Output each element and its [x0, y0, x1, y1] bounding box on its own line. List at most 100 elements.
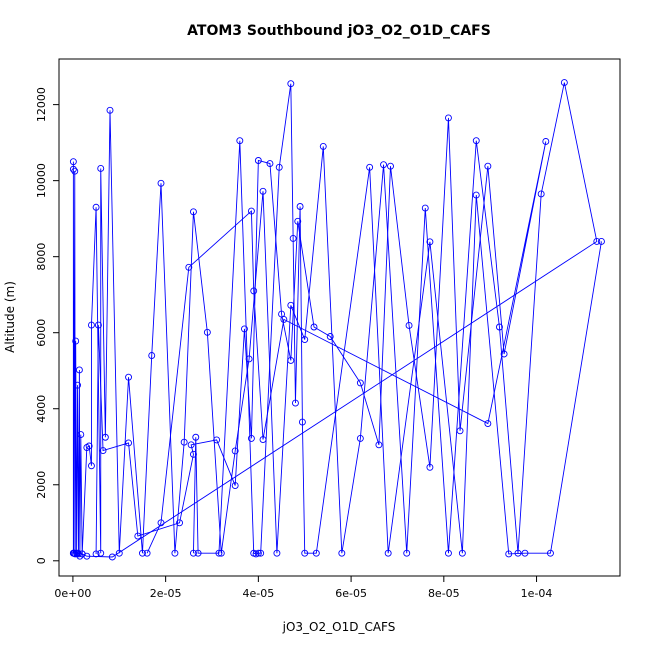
data-point [97, 549, 105, 557]
data-point [247, 434, 255, 442]
x-tick-label: 0e+00 [54, 587, 91, 600]
series-line [95, 117, 547, 554]
data-point [403, 549, 411, 557]
data-point [338, 549, 346, 557]
data-point [92, 550, 100, 558]
data-point [472, 191, 480, 199]
data-point [75, 366, 83, 374]
y-tick-label: 6000 [35, 319, 48, 347]
data-point [231, 447, 239, 455]
data-point [500, 350, 508, 358]
data-point [484, 162, 492, 170]
data-point [254, 549, 262, 557]
data-point [366, 163, 374, 171]
chart-title: ATOM3 Southbound jO3_O2_O1D_CAFS [187, 23, 491, 39]
data-point [74, 381, 82, 389]
data-point [445, 549, 452, 557]
data-point [257, 549, 265, 557]
data-point [405, 322, 413, 329]
data-point [250, 287, 258, 295]
series-layer [69, 79, 605, 561]
data-point [192, 433, 200, 441]
data-point [157, 519, 165, 527]
data-point [187, 441, 195, 449]
data-point [472, 137, 480, 145]
data-point [375, 441, 383, 449]
series-line [72, 82, 598, 558]
data-point [78, 550, 86, 558]
data-point [521, 549, 529, 557]
data-point [176, 519, 184, 527]
data-point [319, 142, 327, 150]
data-point [598, 238, 605, 245]
data-point [289, 234, 297, 242]
data-point [236, 137, 244, 145]
data-point [115, 549, 123, 557]
series-line [193, 83, 602, 555]
data-point [189, 208, 197, 216]
data-point [143, 549, 151, 557]
data-point [87, 462, 95, 470]
data-point [380, 161, 387, 169]
y-tick-label: 0 [35, 557, 48, 564]
data-point [287, 357, 295, 364]
data-point [71, 167, 79, 175]
data-point [356, 434, 364, 442]
data-point [273, 549, 281, 557]
series-3 [189, 80, 605, 558]
data-point [426, 238, 434, 246]
data-point [157, 179, 165, 187]
data-point [456, 427, 464, 435]
data-point [254, 157, 262, 164]
data-point [310, 323, 318, 331]
data-point [180, 438, 188, 446]
data-point [69, 165, 77, 173]
data-point [108, 553, 116, 561]
data-point [231, 482, 239, 489]
data-point [194, 549, 202, 557]
data-point [266, 160, 274, 167]
data-point [247, 207, 255, 215]
data-point [294, 217, 302, 225]
data-point [298, 418, 306, 426]
data-point [99, 447, 107, 454]
series-1 [69, 79, 601, 561]
data-point [496, 323, 503, 331]
y-tick-label: 8000 [35, 243, 48, 271]
data-point [125, 373, 133, 381]
data-point [240, 325, 248, 333]
data-point [138, 549, 146, 557]
data-point [171, 549, 179, 557]
y-axis: 0 2000 4000 6000 8000 10000 12000 [35, 87, 60, 564]
data-point [542, 138, 550, 145]
data-point [189, 549, 197, 557]
data-point [203, 328, 211, 336]
series-2 [92, 114, 550, 558]
data-point [537, 190, 545, 198]
data-point [106, 106, 114, 114]
data-point [213, 436, 221, 444]
data-point [458, 549, 466, 557]
data-point [97, 165, 105, 172]
data-point [185, 263, 193, 271]
data-point [134, 532, 142, 540]
data-point [593, 238, 601, 245]
y-tick-label: 4000 [35, 395, 48, 423]
data-point [215, 549, 223, 557]
data-point [356, 379, 364, 387]
data-point [292, 399, 299, 407]
data-point [445, 114, 452, 122]
x-tick-label: 2e-05 [150, 587, 182, 600]
data-point [287, 80, 295, 88]
data-point [87, 321, 95, 329]
data-point [312, 549, 320, 557]
data-point [301, 549, 309, 557]
x-tick-label: 8e-05 [428, 587, 460, 600]
data-point [85, 442, 93, 450]
data-point [421, 204, 429, 212]
data-point [69, 549, 77, 557]
data-point [280, 315, 288, 323]
data-point [69, 158, 77, 166]
y-tick-label: 2000 [35, 471, 48, 499]
data-point [560, 79, 568, 87]
